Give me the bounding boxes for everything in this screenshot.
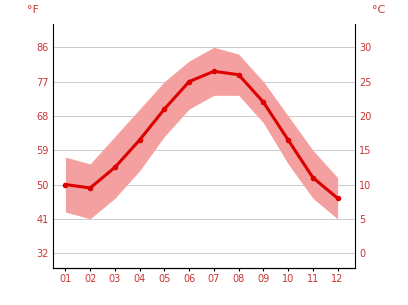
Text: °F: °F bbox=[27, 5, 39, 15]
Text: °C: °C bbox=[372, 5, 385, 15]
